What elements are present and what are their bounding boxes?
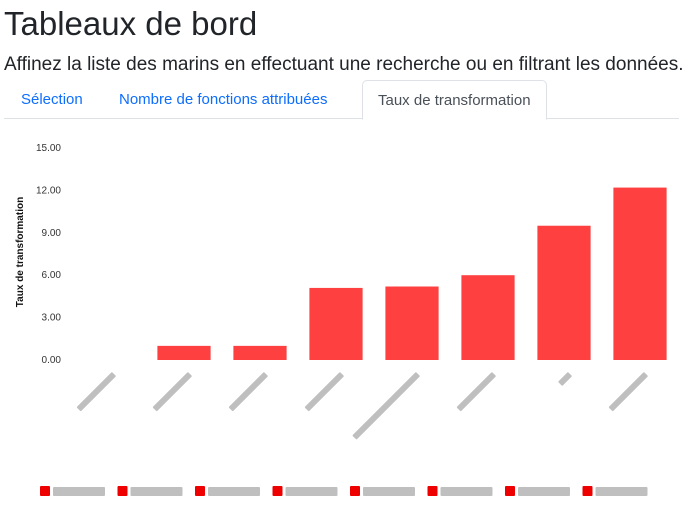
y-tick-label: 6.00: [42, 270, 62, 281]
x-tick-label-obscured: [304, 372, 344, 412]
legend-item: [350, 486, 415, 496]
y-axis-label: Taux de transformation: [15, 197, 26, 307]
legend-label-obscured: [363, 487, 415, 496]
legend-item: [195, 486, 260, 496]
bar[interactable]: [309, 287, 363, 360]
tab-selection[interactable]: Sélection: [21, 91, 83, 108]
legend-swatch: [582, 486, 593, 496]
legend-label-obscured: [208, 487, 260, 496]
x-tick-label-obscured: [228, 372, 268, 412]
legend-label-obscured: [440, 487, 493, 496]
legend-swatch: [40, 486, 50, 496]
bar[interactable]: [233, 345, 287, 360]
y-tick-label: 12.00: [36, 185, 61, 196]
x-tick-label-obscured: [352, 372, 420, 440]
bar[interactable]: [157, 345, 211, 360]
x-tick-label-obscured: [76, 372, 116, 412]
bar[interactable]: [613, 187, 667, 360]
bar[interactable]: [385, 286, 439, 360]
legend-item: [505, 486, 570, 496]
legend-item: [582, 486, 648, 496]
conversion-rate-chart: Taux de transformation 0.00 3.00 6.00 9.00 1…: [15, 143, 667, 496]
legend-item: [117, 486, 183, 496]
legend-item: [427, 486, 493, 496]
y-tick-label: 15.00: [36, 143, 61, 154]
legend-label-obscured: [518, 487, 570, 496]
page-title: Tableaux de bord: [4, 5, 258, 42]
legend-label-obscured: [595, 487, 648, 496]
y-tick-label: 3.00: [42, 313, 62, 324]
legend-swatch: [272, 486, 283, 496]
legend-item: [272, 486, 338, 496]
x-tick-label-obscured: [152, 372, 192, 412]
legend-label-obscured: [53, 487, 105, 496]
x-tick-label-obscured: [456, 372, 496, 412]
y-tick-label: 0.00: [42, 355, 62, 366]
legend-label-obscured: [130, 487, 183, 496]
legend-swatch: [427, 486, 438, 496]
legend-swatch: [350, 486, 360, 496]
dashboard-tabs: Sélection Nombre de fonctions attribuées…: [4, 80, 679, 120]
page-subtitle: Affinez la liste des marins en effectuan…: [4, 54, 683, 75]
bar[interactable]: [537, 225, 591, 360]
legend-swatch: [505, 486, 515, 496]
x-tick-label-obscured: [558, 372, 572, 386]
legend-label-obscured: [285, 487, 338, 496]
tab-nombre-fonctions[interactable]: Nombre de fonctions attribuées: [119, 91, 328, 108]
legend-item: [40, 486, 105, 496]
legend-swatch: [195, 486, 205, 496]
legend-swatch: [117, 486, 128, 496]
bar[interactable]: [461, 275, 515, 360]
tab-taux-transformation[interactable]: Taux de transformation: [362, 80, 547, 120]
y-tick-label: 9.00: [42, 228, 62, 239]
x-tick-label-obscured: [608, 372, 648, 412]
